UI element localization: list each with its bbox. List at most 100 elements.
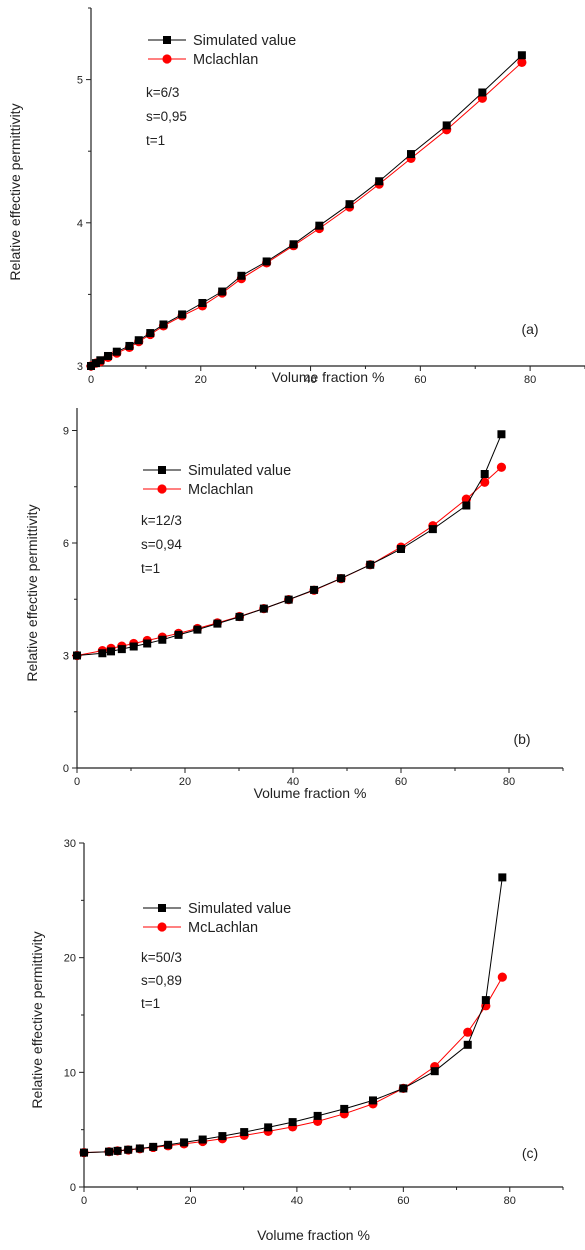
chart-panel-2: 0 20 40 60 80 0 3 6 9 Volume fraction % Relative e… [24,408,564,801]
legend-label: Simulated value [193,33,296,49]
x-tick-label: 60 [395,776,407,788]
legend-marker-mclachlan [162,54,172,64]
panel-label: (b) [513,731,530,747]
x-axis-label: Volume fraction % [254,785,367,801]
simulated-data-point [310,585,319,594]
simulated-data-point [340,1104,349,1113]
simulated-data-point [462,501,471,510]
simulated-data-point [80,1148,88,1157]
simulated-data-point [124,1145,133,1154]
x-tick-label: 0 [88,374,94,386]
simulated-data-point [159,320,168,329]
param-annotation: t=1 [146,133,165,148]
x-tick-label: 60 [414,374,426,386]
simulated-data-point [143,639,152,648]
simulated-data-point [399,1084,408,1093]
series-line-mclachlan [90,62,523,367]
simulated-data-point [497,430,506,439]
x-tick-label: 80 [524,374,536,386]
param-annotation: s=0,95 [146,109,187,124]
simulated-data-point [313,1111,322,1120]
panel-label: (a) [521,321,538,337]
simulated-data-point [428,525,437,534]
simulated-data-point [366,560,375,569]
param-annotation: k=12/3 [141,513,182,528]
simulated-data-point [315,221,324,230]
simulated-data-point [368,1096,377,1105]
simulated-data-point [146,329,155,338]
x-tick-label: 40 [291,1195,303,1207]
legend: Simulated value Mclachlan [143,463,291,498]
x-tick-label: 60 [397,1195,409,1207]
simulated-data-point [149,1142,158,1151]
x-tick-label: 20 [184,1195,196,1207]
simulated-data-point [198,1135,207,1144]
simulated-data-point [397,545,405,553]
simulated-data-point [134,336,143,345]
y-tick-label: 9 [63,426,69,438]
simulated-data-point [174,630,183,639]
chart-panel-1: 0 20 40 60 80 3 4 5 Volume fraction % Relative ef… [7,7,585,386]
param-annotation: k=6/3 [146,85,179,100]
simulated-data-point [430,1067,439,1076]
mclachlan-data-point [517,57,527,68]
simulated-data-point [113,1146,122,1155]
legend: Simulated value McLachlan [143,901,291,936]
y-tick-label: 6 [63,538,69,550]
mclachlan-data-point [496,462,507,472]
param-annotation: t=1 [141,996,160,1011]
simulated-data-point [259,604,268,613]
simulated-data-point [125,341,134,350]
simulated-data-point [289,240,298,249]
series-line-simulated [90,54,523,367]
simulated-data-point [164,1140,173,1149]
mclachlan-data-point [480,477,490,487]
y-tick-label: 4 [77,218,83,230]
x-tick-label: 40 [304,374,316,386]
x-tick-label: 80 [504,1195,516,1207]
simulated-data-point [218,1132,227,1141]
y-tick-label: 20 [64,953,76,965]
simulated-data-point [104,351,113,360]
simulated-data-point [284,595,293,604]
simulated-data-point [117,645,126,654]
simulated-data-point [73,651,81,660]
legend-marker-simulated [163,36,171,44]
y-axis-label: Relative effective permittivity [7,103,23,280]
simulated-data-point [463,1040,472,1049]
chart-panel-3: 0 20 40 60 80 0 10 20 30 Volume fraction % Relativ… [29,838,564,1243]
simulated-data-point [240,1128,249,1137]
x-axis-label: Volume fraction % [257,1227,370,1243]
simulated-data-point [96,356,105,365]
x-tick-label: 80 [503,776,515,788]
simulated-data-point [193,625,202,634]
legend-marker-mclachlan [157,484,167,494]
simulated-data-point [91,359,100,368]
legend: Simulated value Mclachlan [148,33,296,68]
simulated-data-point [480,470,489,478]
x-tick-label: 0 [74,776,80,788]
simulated-data-point [235,612,244,621]
y-tick-label: 0 [63,763,69,775]
simulated-data-point [218,287,227,296]
legend-label: McLachlan [188,920,258,936]
y-axis-label: Relative effective permittivity [24,504,40,681]
simulated-data-point [87,362,95,370]
mclachlan-data-point [497,972,507,982]
legend-marker-mclachlan [157,922,167,932]
simulated-data-point [262,257,271,266]
simulated-data-point [442,121,451,130]
x-tick-label: 20 [195,374,207,386]
simulated-data-point [105,1147,114,1156]
legend-label: Simulated value [188,901,291,917]
legend-marker-simulated [158,904,166,912]
simulated-data-point [498,873,507,882]
x-tick-label: 40 [287,776,299,788]
simulated-data-point [407,150,416,159]
simulated-data-point [481,996,490,1005]
legend-label: Simulated value [188,463,291,479]
param-annotation: k=50/3 [141,950,182,965]
y-tick-label: 3 [63,651,69,663]
mclachlan-data-point [463,1027,473,1037]
